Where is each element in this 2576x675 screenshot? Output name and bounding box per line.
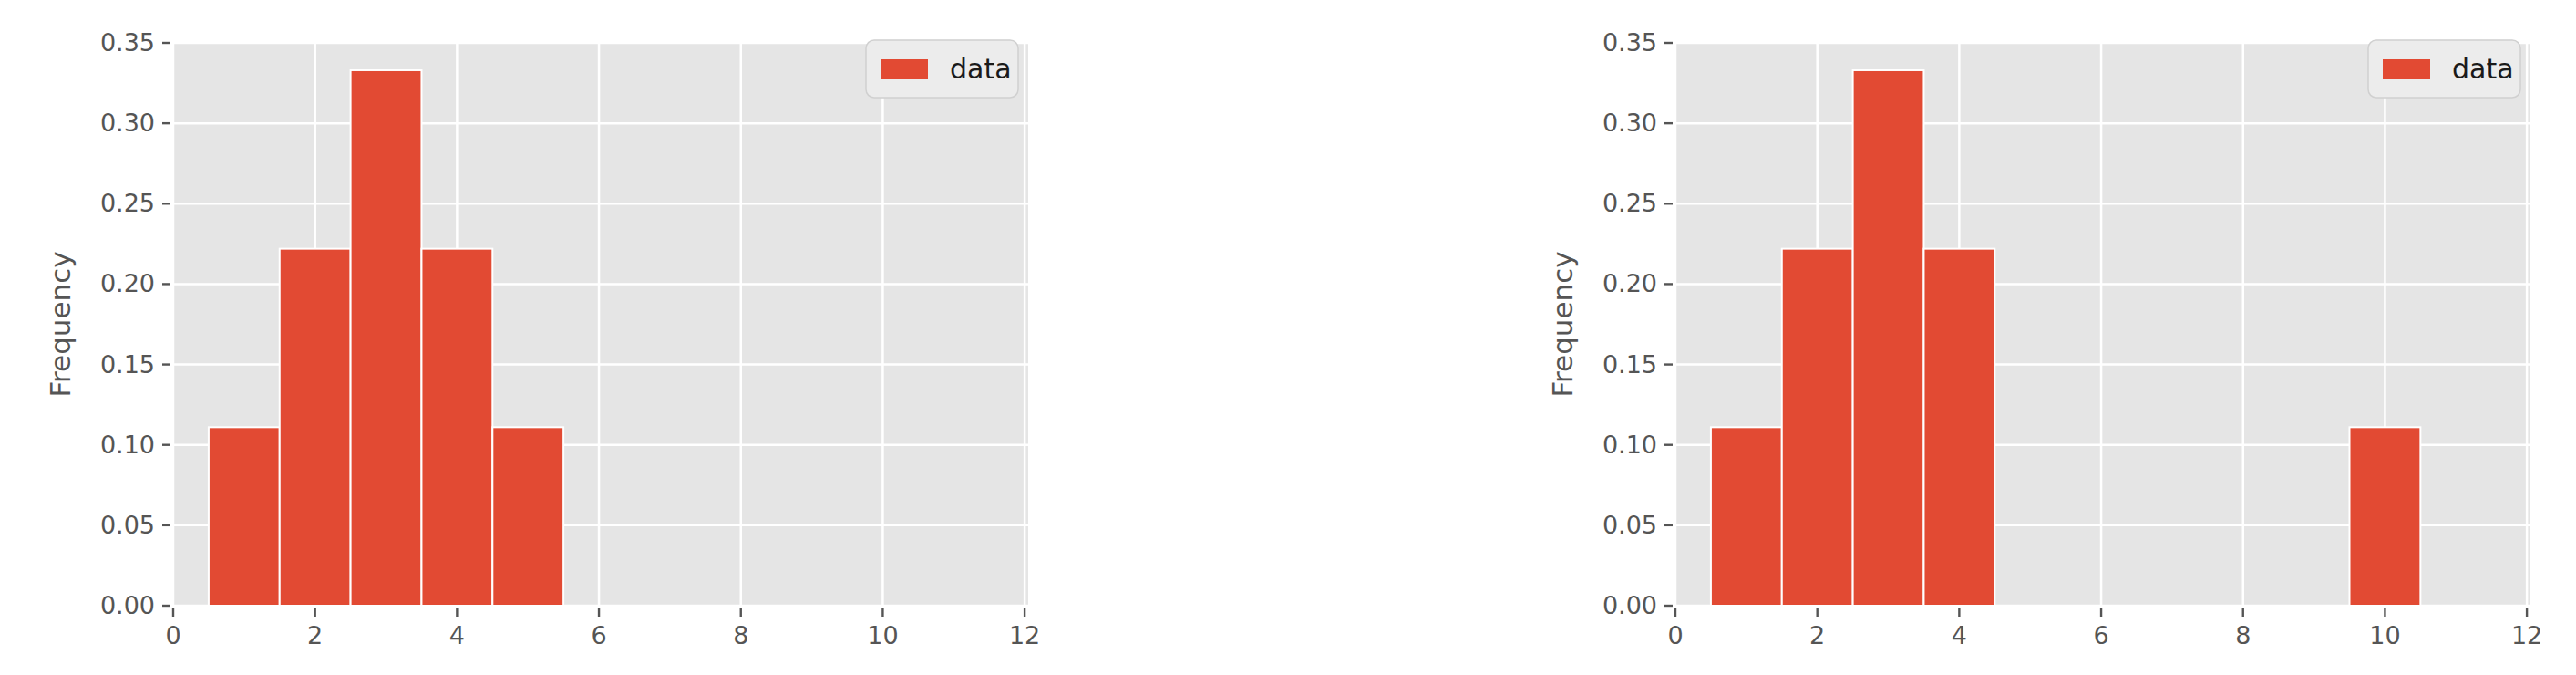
x-tick-label: 8 [2235, 621, 2251, 649]
histogram-bar [1782, 249, 1853, 606]
y-tick-label: 0.10 [1602, 431, 1657, 459]
x-tick-label: 10 [2369, 621, 2400, 649]
x-tick-label: 8 [733, 621, 748, 649]
histogram-bar [209, 427, 280, 606]
legend: data [2368, 40, 2520, 98]
x-tick-label: 0 [1667, 621, 1683, 649]
y-axis-label: Frequency [44, 251, 77, 397]
histogram-bar [1923, 249, 1994, 606]
x-tick-label: 12 [1009, 621, 1040, 649]
histogram-bar [492, 427, 563, 606]
histogram-bar [421, 249, 492, 606]
legend-label: data [950, 53, 1012, 85]
histogram-bar [280, 249, 351, 606]
y-tick-label: 0.35 [100, 28, 155, 57]
matplotlib-figure: 0 2 4 6 8 10 12 0.00 0.05 0.10 0.15 0.20 0.25 0.30 0.3… [0, 0, 2576, 675]
y-tick-label: 0.25 [100, 189, 155, 217]
legend-swatch [2383, 59, 2430, 79]
histogram-bar [2350, 427, 2421, 606]
y-tick-label: 0.30 [100, 109, 155, 137]
y-tick-label: 0.05 [100, 511, 155, 539]
x-tick-label: 6 [591, 621, 606, 649]
y-tick-label: 0.15 [100, 350, 155, 379]
histogram-bar [351, 70, 422, 606]
y-tick-label: 0.20 [100, 269, 155, 297]
subplot-right-histogram: 0 2 4 6 8 10 12 0.00 0.05 0.10 0.15 0.20 0.25 0.30 0.3… [1546, 28, 2542, 649]
x-tick-label: 6 [2093, 621, 2108, 649]
y-tick-label: 0.05 [1602, 511, 1657, 539]
y-tick-label: 0.15 [1602, 350, 1657, 379]
y-tick-label: 0.20 [1602, 269, 1657, 297]
y-tick-label: 0.10 [100, 431, 155, 459]
legend-label: data [2452, 53, 2514, 85]
histogram-figure-canvas: 0 2 4 6 8 10 12 0.00 0.05 0.10 0.15 0.20 0.25 0.30 0.3… [0, 0, 2576, 675]
y-tick-label: 0.00 [100, 591, 155, 619]
y-tick-label: 0.00 [1602, 591, 1657, 619]
legend: data [866, 40, 1018, 98]
x-tick-label: 2 [307, 621, 323, 649]
subplot-left-histogram: 0 2 4 6 8 10 12 0.00 0.05 0.10 0.15 0.20 0.25 0.30 0.3… [44, 28, 1040, 649]
x-tick-label: 4 [449, 621, 465, 649]
x-tick-label: 0 [165, 621, 180, 649]
x-tick-label: 4 [1952, 621, 1967, 649]
x-tick-label: 10 [867, 621, 898, 649]
legend-swatch [881, 59, 928, 79]
y-tick-label: 0.30 [1602, 109, 1657, 137]
x-tick-label: 2 [1809, 621, 1825, 649]
y-tick-label: 0.25 [1602, 189, 1657, 217]
histogram-bar [1711, 427, 1782, 606]
y-axis-label: Frequency [1546, 251, 1579, 397]
y-tick-label: 0.35 [1602, 28, 1657, 57]
histogram-bar [1853, 70, 1924, 606]
x-tick-label: 12 [2511, 621, 2542, 649]
